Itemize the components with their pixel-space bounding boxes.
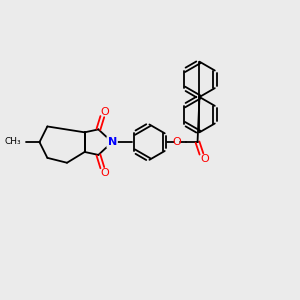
Text: O: O [100, 107, 109, 117]
Text: O: O [200, 154, 209, 164]
Text: CH₃: CH₃ [4, 137, 21, 146]
Text: O: O [100, 168, 109, 178]
Text: N: N [107, 137, 117, 147]
Text: O: O [172, 137, 181, 147]
